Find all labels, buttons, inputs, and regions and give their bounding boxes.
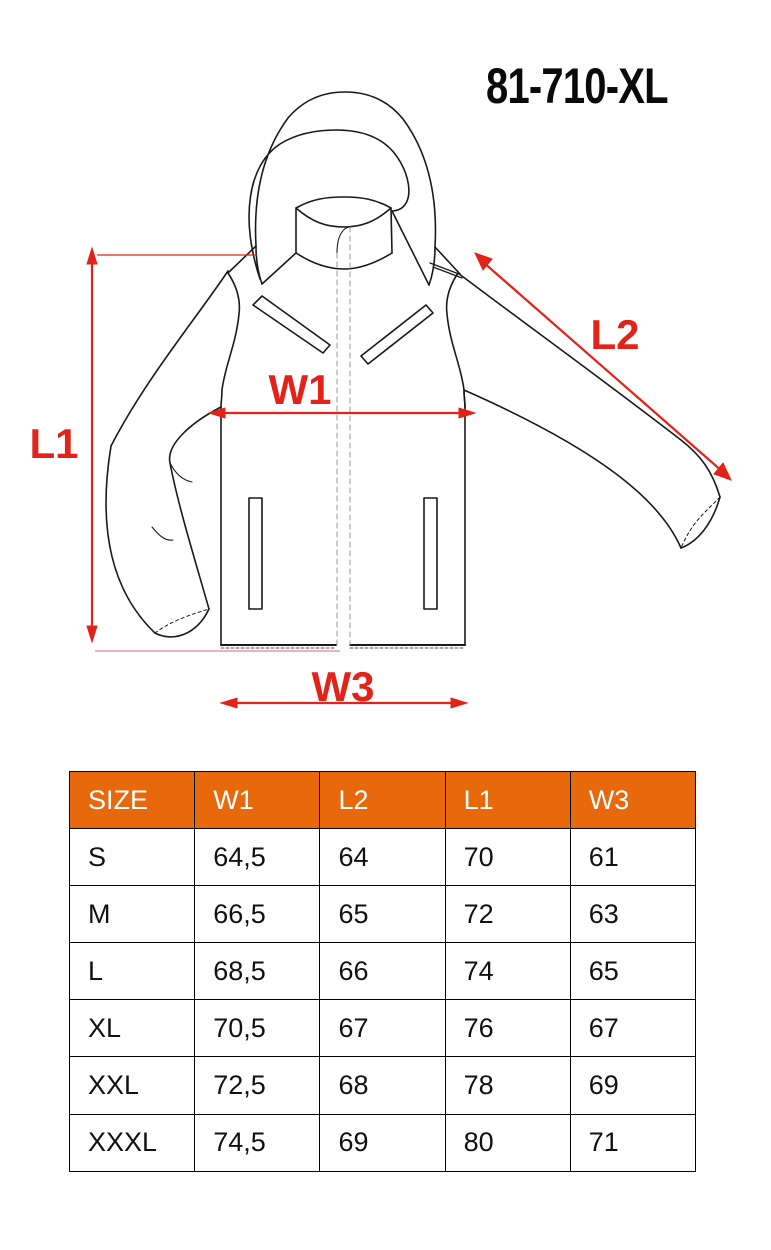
svg-text:W3: W3 [312,663,375,710]
svg-text:L1: L1 [29,420,78,467]
svg-text:W1: W1 [269,366,332,413]
svg-text:L2: L2 [590,311,639,358]
